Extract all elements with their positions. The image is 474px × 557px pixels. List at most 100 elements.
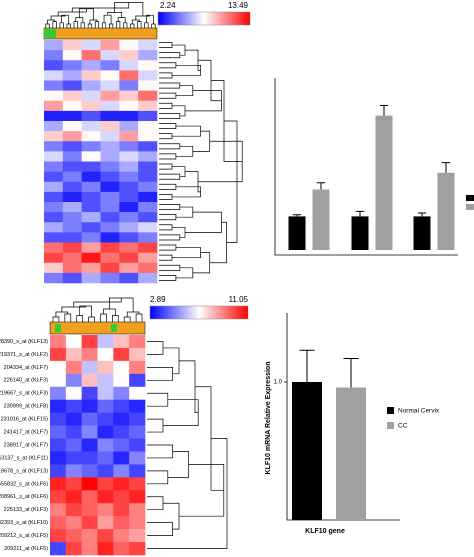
axes xyxy=(274,78,458,256)
row-label: 209211_at (KLF5) xyxy=(4,546,48,552)
heatmap-cell xyxy=(100,121,120,132)
heatmap-cell xyxy=(65,386,82,401)
dendrograms xyxy=(45,2,243,549)
heatmap-cell xyxy=(129,412,146,426)
heatmap-cell xyxy=(129,464,146,478)
heatmap-cell xyxy=(81,171,101,183)
heatmap-cell xyxy=(129,360,146,375)
heatmap-cell xyxy=(119,252,139,264)
heatmap-cell xyxy=(44,110,64,122)
heatmap-cell xyxy=(138,50,158,61)
heatmap-cell xyxy=(62,131,82,142)
heatmap-cell xyxy=(44,70,64,81)
heatmap-cell xyxy=(62,121,82,132)
heatmap-cell xyxy=(62,262,82,274)
heatmap-cell xyxy=(119,80,139,91)
heatmap-cell xyxy=(44,232,64,243)
row-label: 230999_at (KLF8) xyxy=(4,404,49,410)
heatmap-cell xyxy=(100,242,120,253)
heatmap-cell xyxy=(138,141,158,152)
error-bar xyxy=(379,105,389,116)
bar xyxy=(351,216,369,250)
heatmap-cell xyxy=(62,191,82,203)
heatmap-cell xyxy=(81,262,101,274)
row-label: 219678_s_at (KLF13) xyxy=(0,468,48,474)
heatmap-cell xyxy=(62,272,82,284)
heatmap-cell xyxy=(65,464,82,478)
heatmap-cell xyxy=(62,151,82,162)
heatmap-cell xyxy=(50,503,67,517)
heatmap-cell xyxy=(138,232,158,243)
legend-swatch xyxy=(466,204,474,210)
heatmap-cell xyxy=(100,131,120,142)
row-label: 226140_at (KLF3) xyxy=(4,378,49,384)
heatmap-cell xyxy=(81,503,98,517)
heatmap-cell xyxy=(50,542,67,556)
heatmap-cell xyxy=(119,202,139,213)
heatmap-cell xyxy=(100,202,120,213)
heatmap-cell xyxy=(81,542,98,556)
heatmap-cell xyxy=(65,503,82,517)
bar xyxy=(336,387,366,520)
heatmap-cell xyxy=(97,451,114,465)
heatmap-cell xyxy=(44,90,64,102)
heatmap-cell xyxy=(97,490,114,504)
heatmap-cell xyxy=(50,399,67,413)
heatmap-cell xyxy=(81,40,101,51)
row-label: 204334_at (KLF7) xyxy=(4,365,49,371)
heatmap-cell xyxy=(81,490,98,504)
heatmap-cell xyxy=(81,90,101,102)
heatmap-cell xyxy=(65,516,82,530)
heatmap-cell xyxy=(119,100,139,112)
heatmap-cell xyxy=(129,451,146,465)
heatmap-cell xyxy=(129,335,146,349)
heatmap-cell xyxy=(138,242,158,253)
error-bar xyxy=(299,349,315,382)
legend-swatch xyxy=(466,195,474,201)
heatmap-cell xyxy=(62,80,82,91)
heatmap-cell xyxy=(129,516,146,530)
heatmap-cell xyxy=(119,90,139,102)
heatmap-cell xyxy=(100,50,120,61)
heatmap-cell xyxy=(138,131,158,142)
heatmap-cell xyxy=(81,252,101,264)
heatmap-cell xyxy=(44,252,64,264)
heatmap-cell xyxy=(100,161,120,172)
heatmap-cell xyxy=(138,262,158,274)
dendrogram xyxy=(52,297,143,322)
heatmap-cell xyxy=(100,232,120,243)
row-label: 219667_s_at (KLF3) xyxy=(0,391,48,397)
heatmap-cell xyxy=(97,516,114,530)
heatmap-cell xyxy=(129,529,146,543)
legend-label: Normal Cervix xyxy=(398,408,440,415)
heatmap-cell xyxy=(81,80,101,91)
sample-marker xyxy=(55,324,61,332)
heatmap-cell xyxy=(100,70,120,81)
heatmap-cell xyxy=(97,425,114,439)
heatmap-cell xyxy=(97,529,114,543)
heatmap-cell xyxy=(81,386,98,401)
heatmap-cell xyxy=(62,50,82,61)
heatmap-cell xyxy=(44,40,64,51)
heatmap-cell xyxy=(138,100,158,112)
heatmap-cell xyxy=(113,529,130,543)
heatmap-cell xyxy=(138,40,158,51)
heatmap-cell xyxy=(100,262,120,274)
heatmap-cell xyxy=(138,191,158,203)
sample-bar xyxy=(43,27,158,40)
y-axis-label: KLF10 mRNA Relative Expression xyxy=(265,362,272,475)
heatmap-cell xyxy=(81,451,98,465)
heatmap-cell xyxy=(50,477,67,491)
heatmap-cell xyxy=(81,399,98,413)
heatmap-cell xyxy=(100,222,120,233)
heatmap-cell xyxy=(50,438,67,452)
heatmap-cell xyxy=(100,90,120,102)
row-label: 209212_s_at (KLF5) xyxy=(0,533,48,539)
heatmap-cell xyxy=(65,438,82,452)
sample-marker xyxy=(44,29,56,38)
heatmap-cell xyxy=(62,181,82,193)
heatmap-cell xyxy=(62,40,82,51)
heatmap-cell xyxy=(138,212,158,223)
heatmap-cell xyxy=(50,347,67,362)
